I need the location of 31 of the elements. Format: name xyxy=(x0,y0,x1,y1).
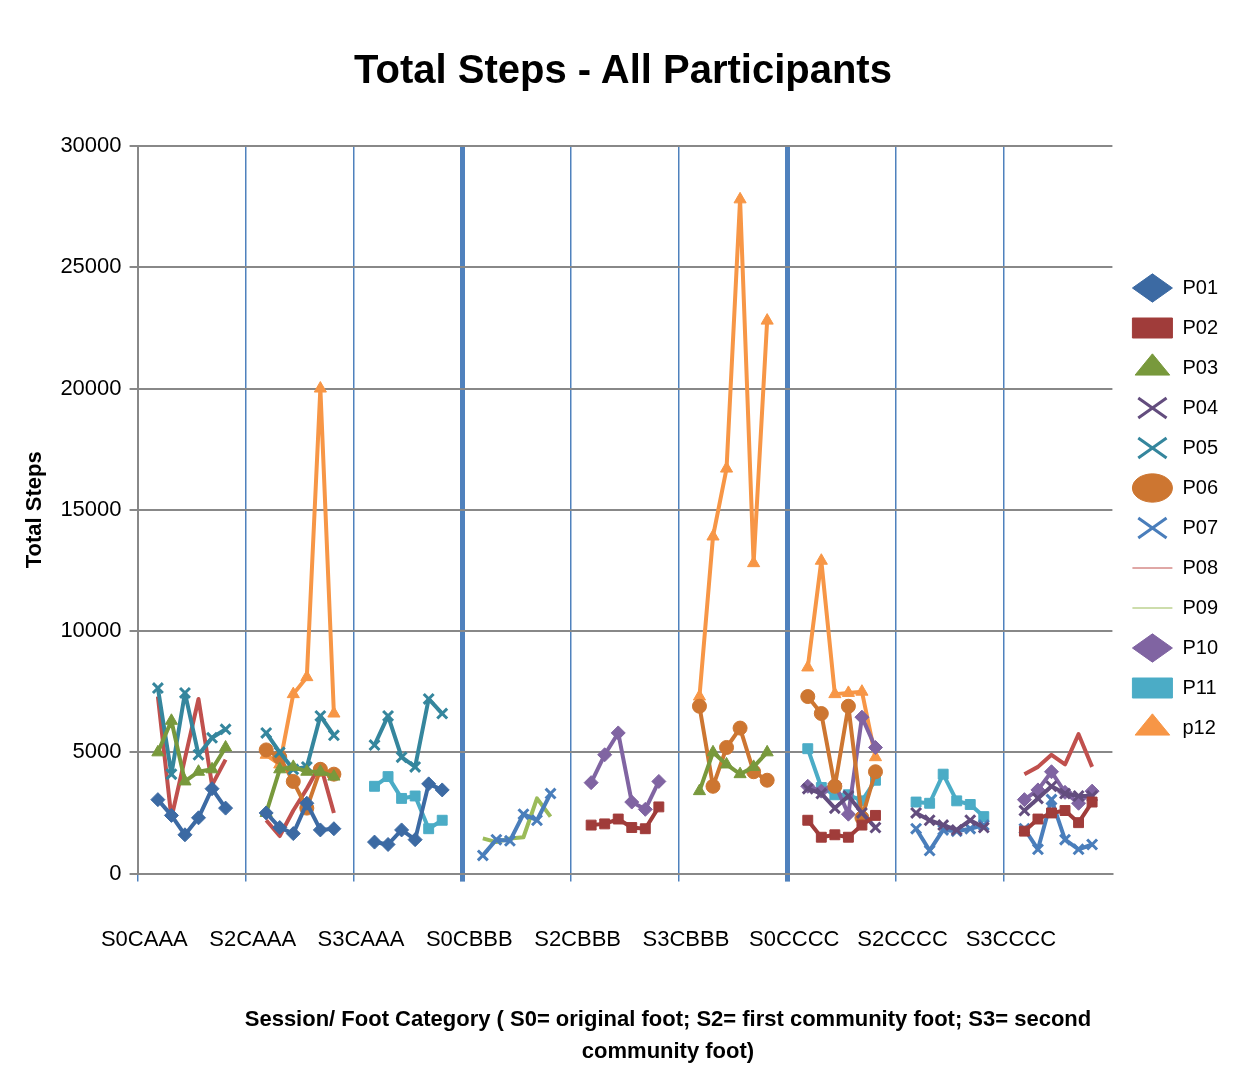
legend-label: p12 xyxy=(1182,715,1216,738)
y-tick-label: 15000 xyxy=(60,495,122,521)
legend-label: P09 xyxy=(1182,595,1219,618)
legend-label: P01 xyxy=(1182,275,1219,298)
chart-title: Total Steps - All Participants xyxy=(354,47,892,92)
x-axis-title: Session/ Foot Category ( S0= original foot; S2= first community foot; S3= second community foot) xyxy=(243,1005,1093,1065)
legend-label: P10 xyxy=(1182,635,1219,658)
x-tick-label: S3CCCC xyxy=(965,925,1057,951)
x-tick-label: S2CAAA xyxy=(209,925,297,951)
legend-label: P06 xyxy=(1182,475,1219,498)
y-tick-label: 25000 xyxy=(60,253,122,279)
legend-label: P04 xyxy=(1182,395,1219,418)
legend-label: P02 xyxy=(1182,315,1219,338)
legend-label: P05 xyxy=(1182,435,1219,458)
x-tick-label: S3CBBB xyxy=(642,925,730,951)
y-tick-label: 30000 xyxy=(60,132,122,158)
y-axis-title: Total Steps xyxy=(21,451,47,569)
y-tick-label: 20000 xyxy=(60,374,122,400)
legend-label: P08 xyxy=(1182,555,1219,578)
x-tick-label: S0CCCC xyxy=(749,925,840,951)
x-tick-label: S2CCCC xyxy=(857,925,948,951)
x-tick-label: S0CBBB xyxy=(425,925,513,951)
legend-label: P07 xyxy=(1182,515,1219,538)
x-tick-label: S2CBBB xyxy=(534,925,622,951)
legend-label: P11 xyxy=(1182,675,1217,698)
legend-label: P03 xyxy=(1182,355,1219,378)
x-tick-label: S3CAAA xyxy=(317,925,405,951)
x-tick-label: S0CAAA xyxy=(100,925,189,951)
y-tick-label: 5000 xyxy=(72,738,122,764)
y-tick-label: 0 xyxy=(109,859,122,885)
y-tick-label: 10000 xyxy=(60,617,122,643)
